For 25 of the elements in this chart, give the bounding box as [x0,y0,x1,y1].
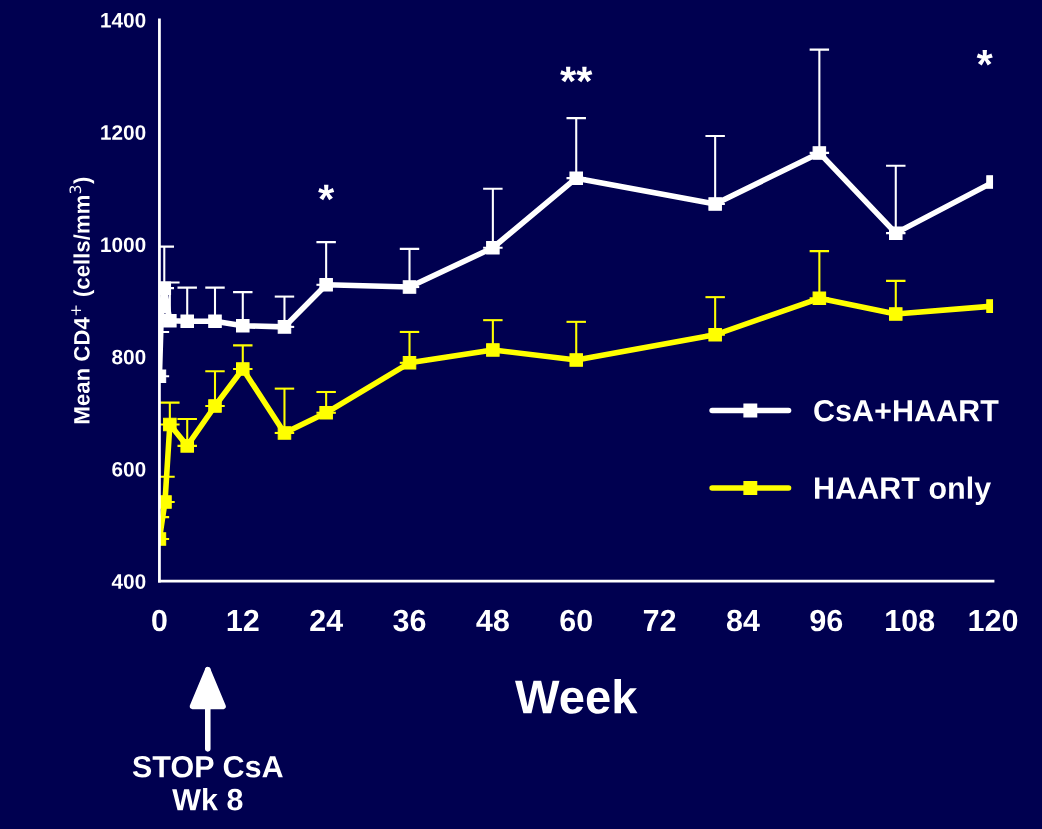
y-tick-label: 1000 [101,237,146,253]
legend-label: HAART only [815,476,992,505]
y-tick-label: 400 [111,574,146,589]
x-tick-label: 60 [560,609,592,632]
x-tick-label: 72 [643,609,676,632]
x-tick-label: 84 [726,609,760,632]
x-tick-label: 108 [886,609,935,632]
x-tick-label: 24 [310,609,343,632]
y-tick-label: 800 [112,349,146,365]
annotation: * [976,49,993,66]
y-tick-label: 600 [112,461,146,477]
y-tick-label: 1200 [101,125,146,140]
legend-label: CsA+HAART [814,399,999,422]
y-tick-label: 1400 [101,12,146,28]
annotation: * [318,184,335,201]
x-tick-label: 12 [227,609,259,632]
annotation: ** [560,66,593,83]
x-tick-label: 120 [969,609,1018,632]
x-tick-label: 36 [393,609,426,632]
x-axis-title: Week [515,679,638,714]
x-tick-label: 96 [810,609,843,632]
x-tick-label: 0 [152,609,167,632]
text: STOP CsA Wk 8 [132,755,283,811]
x-tick-label: 48 [476,609,509,632]
y-axis-title: Mean CD4$^{+}$ (cells/mm$^{3}$) [69,177,95,424]
